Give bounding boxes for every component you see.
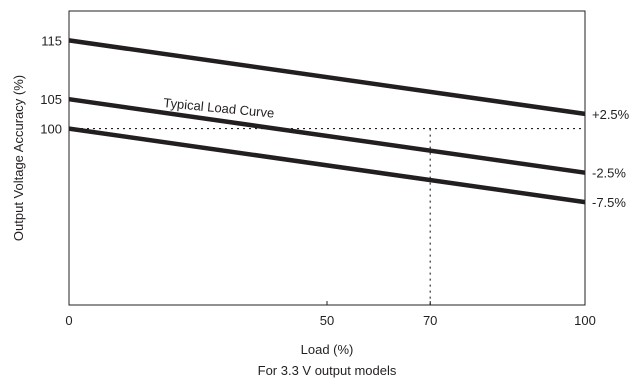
reference-lines [69, 128, 585, 305]
series-label-1: +2.5% [592, 107, 630, 122]
y-tick-label: 100 [40, 122, 62, 137]
y-tick-label: 115 [41, 33, 62, 48]
x-ticks: 0 50 70 100 [65, 301, 596, 328]
series-label-2: -2.5% [592, 166, 626, 181]
series-label-3: -7.5% [592, 195, 626, 210]
x-tick-label: 70 [423, 313, 437, 328]
x-tick-label: 0 [65, 313, 72, 328]
series-lines [68, 38, 586, 205]
x-tick-label: 50 [320, 313, 334, 328]
y-axis-title: Output Voltage Accuracy (%) [11, 75, 26, 241]
y-tick-label: 105 [40, 92, 62, 107]
series-line-1 [68, 38, 586, 117]
series-line-2 [68, 96, 586, 175]
x-axis-title: Load (%) [301, 342, 354, 357]
series-line-3 [68, 126, 586, 205]
chart-caption: For 3.3 V output models [258, 363, 397, 378]
x-tick-label: 100 [574, 313, 596, 328]
y-ticks: 100 105 115 [40, 33, 73, 137]
plot-frame [68, 10, 586, 306]
series-labels: +2.5% -2.5% -7.5% [592, 107, 630, 210]
